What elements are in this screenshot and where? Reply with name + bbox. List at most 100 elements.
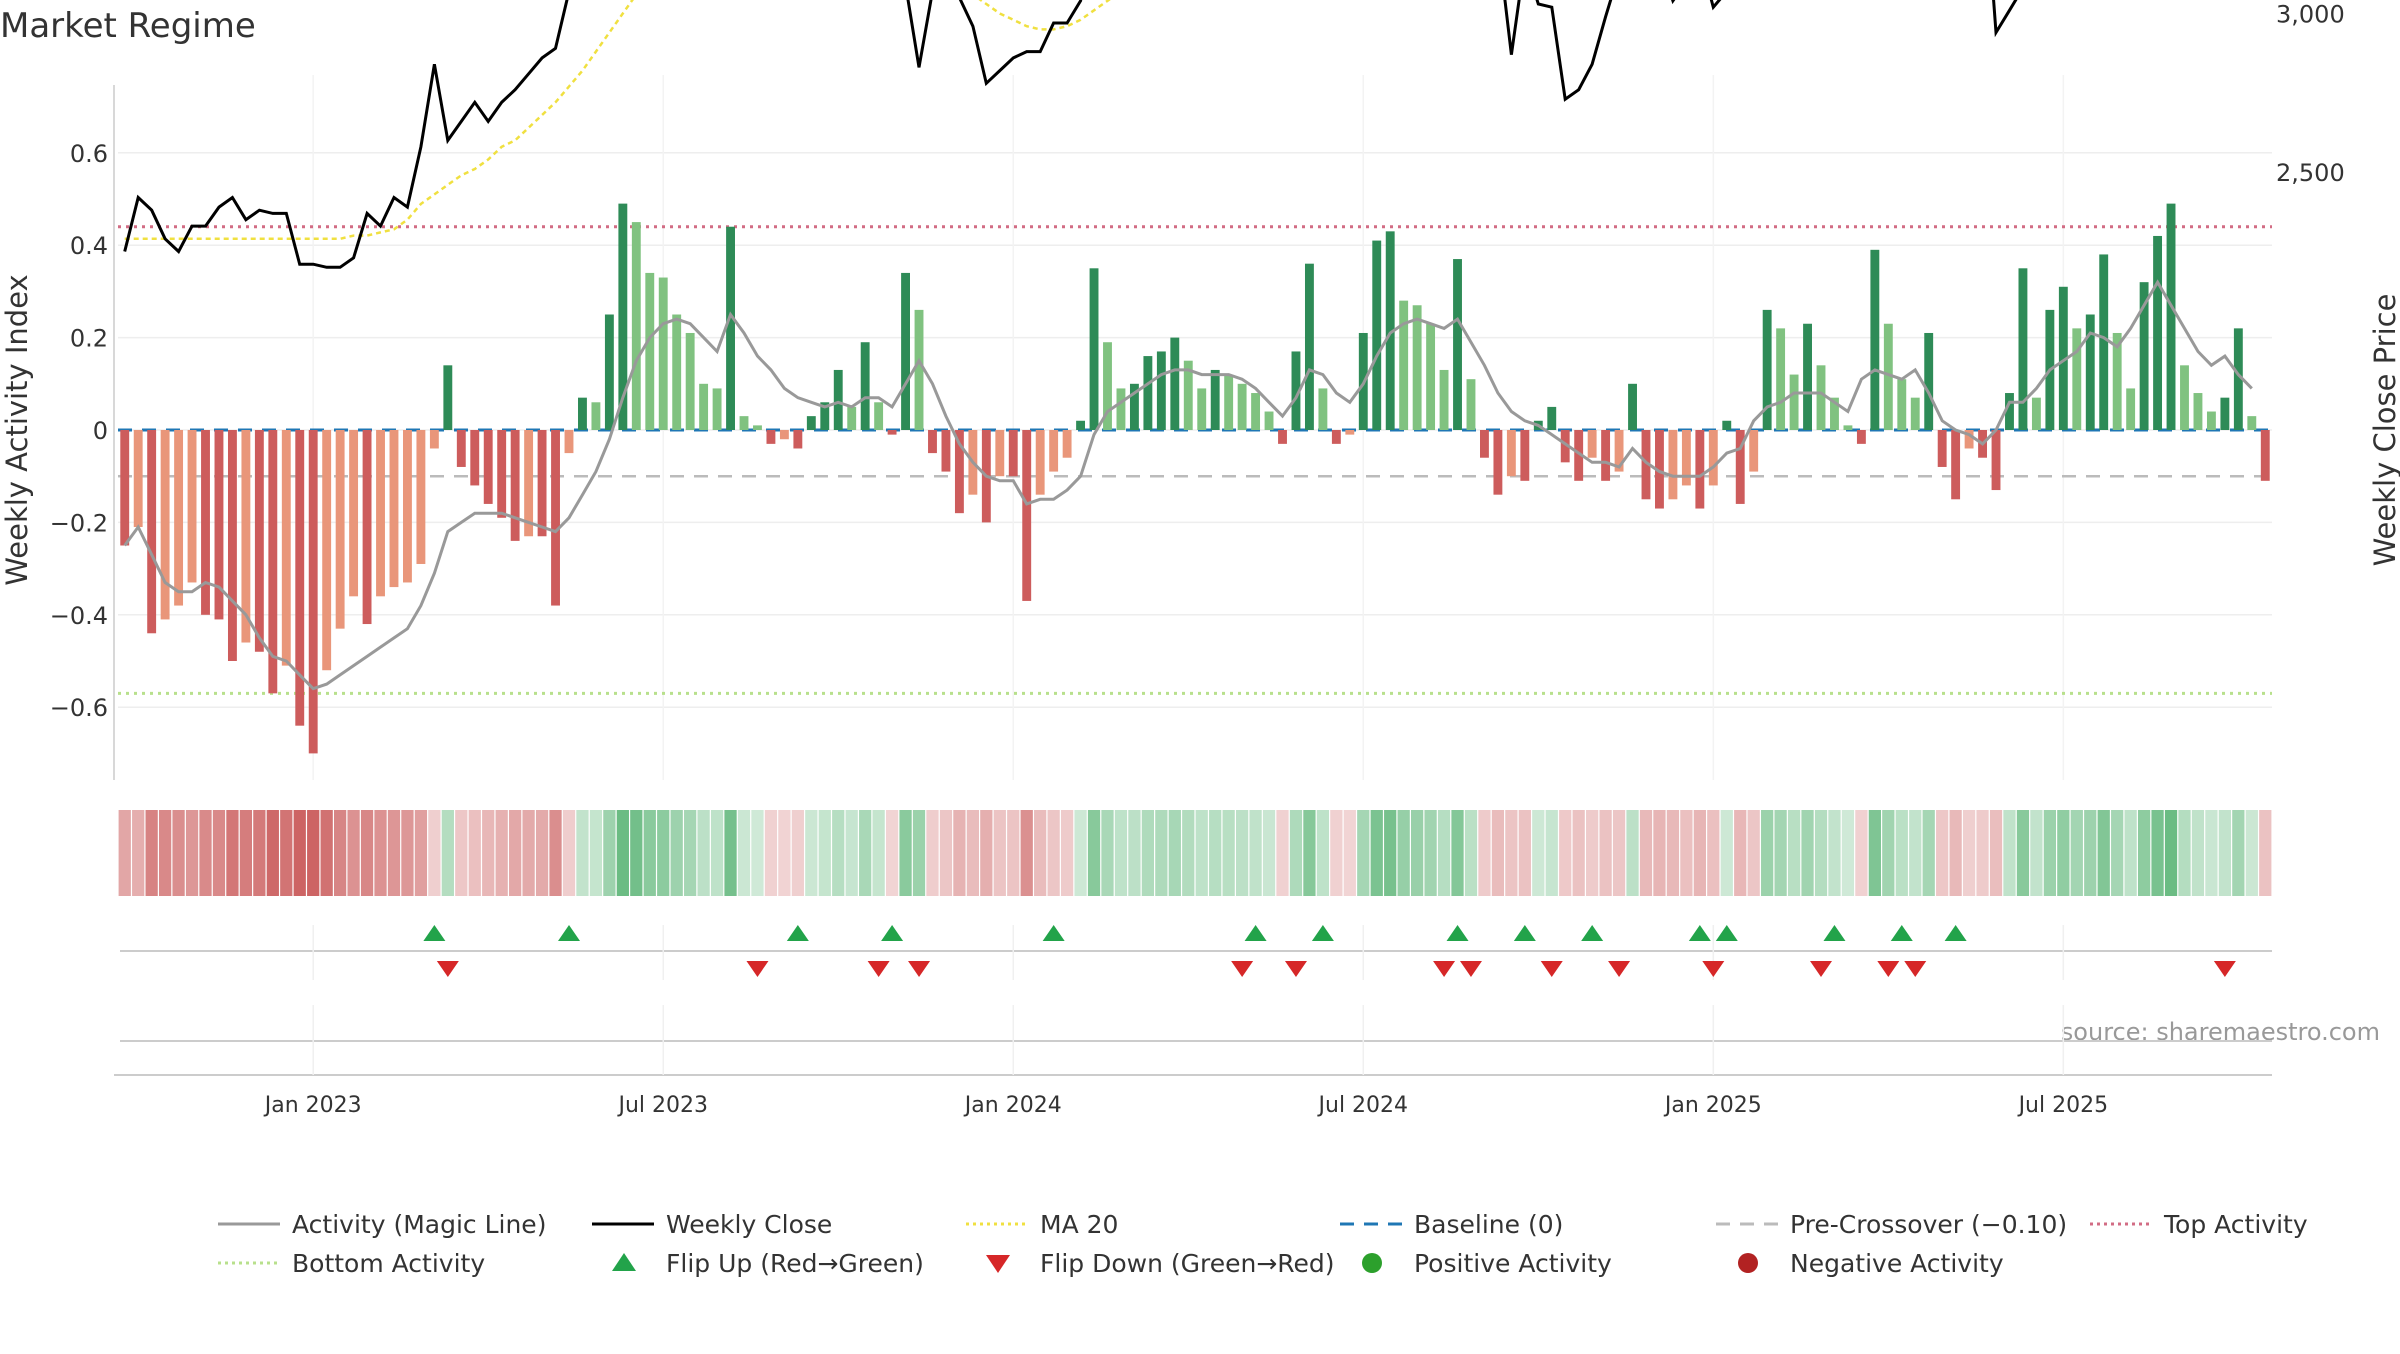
- activity-bar: [1722, 420, 1732, 430]
- activity-bar: [497, 430, 507, 518]
- regime-cell: [1034, 810, 1047, 896]
- regime-cell: [1235, 810, 1249, 896]
- regime-cell: [307, 810, 320, 896]
- legend-item: Top Activity: [2090, 1210, 2308, 1239]
- flip-down-marker: [1231, 961, 1254, 977]
- regime-cell: [428, 810, 441, 896]
- activity-bar: [806, 416, 816, 430]
- regime-cell: [710, 810, 724, 896]
- regime-cell: [1262, 810, 1276, 896]
- activity-bar: [1964, 430, 1974, 449]
- activity-bar: [281, 430, 291, 666]
- regime-cell: [939, 810, 953, 896]
- regime-cell: [1060, 810, 1074, 896]
- axes: −0.6−0.4−0.200.20.40.62,5003,0003,5004,0…: [50, 1, 2345, 780]
- y-tick-label: −0.6: [50, 694, 108, 722]
- activity-bar: [1830, 397, 1839, 430]
- regime-cell: [455, 810, 468, 896]
- activity-bar: [1856, 430, 1866, 444]
- legend-swatch-triangle-up: [612, 1253, 636, 1271]
- activity-bar: [954, 430, 964, 514]
- flip-down-marker: [1459, 961, 1482, 977]
- activity-bar: [1129, 383, 1139, 430]
- activity-bar: [685, 332, 695, 430]
- activity-bar: [1291, 351, 1301, 430]
- activity-bar: [1587, 430, 1597, 458]
- activity-bar: [308, 430, 318, 754]
- activity-bar: [201, 430, 210, 615]
- flip-up-marker: [423, 925, 446, 941]
- regime-cell: [172, 810, 185, 896]
- activity-bar: [1843, 425, 1853, 430]
- regime-cell: [1020, 810, 1033, 896]
- regime-cell: [1720, 810, 1733, 896]
- activity-bar: [1547, 406, 1557, 430]
- activity-bar: [1735, 430, 1745, 504]
- activity-bar: [914, 309, 924, 430]
- regime-cell: [1707, 810, 1720, 896]
- regime-cell: [1653, 810, 1666, 896]
- regime-cell: [1182, 810, 1195, 896]
- regime-cell: [805, 810, 818, 896]
- activity-bar: [1412, 305, 1422, 430]
- activity-bar: [349, 430, 359, 597]
- legend-label: Negative Activity: [1790, 1249, 2004, 1278]
- regime-cell: [1680, 810, 1693, 896]
- flip-down-marker: [1608, 961, 1631, 977]
- legend-item: MA 20: [966, 1210, 1118, 1239]
- activity-bar: [1466, 379, 1476, 430]
- regime-cell: [2232, 810, 2245, 896]
- regime-cell: [1114, 810, 1128, 896]
- regime-cell: [1397, 810, 1410, 896]
- activity-bar: [1345, 430, 1355, 435]
- activity-bar: [1951, 430, 1961, 500]
- regime-cell: [1047, 810, 1060, 896]
- regime-cell: [1384, 810, 1397, 896]
- regime-cell: [132, 810, 145, 896]
- regime-cell: [2030, 810, 2043, 896]
- regime-cell: [1545, 810, 1558, 896]
- activity-bar: [1560, 430, 1570, 463]
- activity-bar: [1749, 430, 1759, 472]
- activity-bar: [1681, 430, 1691, 486]
- regime-cell: [185, 810, 199, 896]
- activity-bar: [1304, 263, 1314, 430]
- activity-bar: [1399, 300, 1409, 430]
- regime-cell: [872, 810, 885, 896]
- regime-cell: [1774, 810, 1787, 896]
- activity-bar: [1008, 430, 1018, 477]
- regime-cell: [1087, 810, 1101, 896]
- regime-cell: [832, 810, 845, 896]
- regime-cell: [1128, 810, 1141, 896]
- regime-cell: [1976, 810, 1989, 896]
- regime-cell: [1451, 810, 1464, 896]
- activity-bar: [874, 402, 884, 430]
- flip-up-marker: [1446, 925, 1469, 941]
- regime-cell: [630, 810, 643, 896]
- legend-item: Pre-Crossover (−0.10): [1716, 1210, 2067, 1239]
- activity-bar: [766, 430, 776, 444]
- activity-bar: [1708, 430, 1718, 486]
- activity-bar: [793, 430, 803, 449]
- regime-cell: [1532, 810, 1545, 896]
- activity-bar: [160, 430, 170, 620]
- activity-bar: [2072, 328, 2082, 430]
- activity-bar: [2220, 397, 2230, 430]
- regime-cell: [1424, 810, 1437, 896]
- activity-bar: [1278, 430, 1287, 444]
- flip-up-marker: [1042, 925, 1065, 941]
- magic-line: [123, 279, 2253, 691]
- regime-cell: [2178, 810, 2191, 896]
- regime-cell: [226, 810, 239, 896]
- activity-bar: [1924, 332, 1934, 430]
- reference-lines: [118, 225, 2272, 695]
- flip-down-marker: [1877, 961, 1900, 977]
- legend-swatch-circle: [1738, 1253, 1758, 1273]
- regime-cell: [1209, 810, 1222, 896]
- activity-bar: [1870, 249, 1880, 430]
- y2-tick-label: 2,500: [2276, 159, 2345, 187]
- regime-cell: [1559, 810, 1572, 896]
- flip-up-marker: [881, 925, 904, 941]
- regime-cell: [1855, 810, 1868, 896]
- regime-cell: [1411, 810, 1424, 896]
